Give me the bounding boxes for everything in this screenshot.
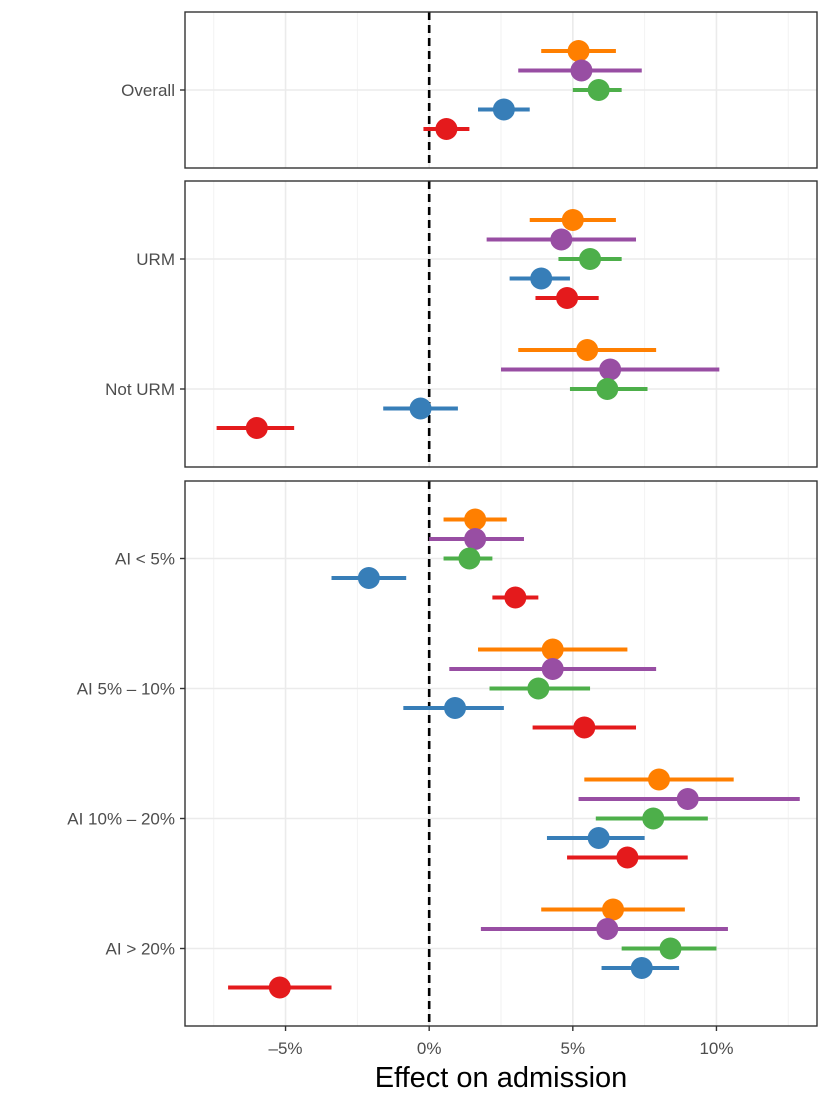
- point-estimate: [245, 417, 268, 439]
- panel-border: [184, 180, 818, 468]
- point-estimate: [579, 248, 602, 270]
- point-estimate: [659, 937, 682, 960]
- point-estimate: [567, 40, 590, 62]
- group-overall: Overall: [121, 40, 642, 140]
- x-axis: –5% 0% 5% 10%: [269, 1026, 733, 1058]
- point-estimate: [458, 547, 481, 570]
- y-tick-label: Not URM: [105, 380, 175, 399]
- point-estimate: [541, 658, 564, 680]
- point-estimate: [587, 827, 610, 849]
- x-tick-label: 0%: [417, 1039, 442, 1058]
- point-estimate: [561, 209, 584, 231]
- point-estimate: [550, 228, 573, 251]
- point-estimate: [530, 267, 553, 290]
- point-estimate: [602, 898, 625, 921]
- point-estimate: [527, 677, 550, 700]
- panel-border: [184, 480, 818, 1027]
- x-tick-label: 10%: [699, 1039, 733, 1058]
- point-estimate: [268, 976, 291, 999]
- y-tick-label: URM: [136, 250, 175, 269]
- point-estimate: [573, 716, 596, 739]
- point-estimate: [357, 567, 380, 589]
- panel-2: URM Not URM: [105, 180, 818, 468]
- y-tick-label: AI > 20%: [106, 940, 175, 959]
- panels: Overall URM Not URM AI < 5% AI 5% – 10% AI 10…: [67, 11, 818, 1027]
- point-estimate: [541, 638, 564, 661]
- group-ai-5-: AI < 5%: [115, 508, 539, 609]
- point-estimate: [648, 768, 670, 791]
- point-estimate: [492, 98, 515, 121]
- point-estimate: [409, 397, 432, 420]
- point-estimate: [556, 287, 579, 309]
- point-estimate: [444, 697, 467, 719]
- point-estimate: [676, 788, 699, 810]
- y-tick-label: AI 5% – 10%: [77, 680, 175, 699]
- group-ai-20-: AI > 20%: [106, 898, 728, 999]
- x-tick-label: –5%: [269, 1039, 303, 1058]
- point-estimate: [435, 118, 458, 140]
- point-estimate: [642, 807, 665, 830]
- point-estimate: [616, 846, 639, 869]
- panel-1: Overall: [121, 11, 818, 169]
- panel-border: [184, 11, 818, 169]
- point-estimate: [599, 358, 622, 381]
- point-estimate: [587, 79, 610, 101]
- group-urm: URM: [136, 209, 637, 309]
- panel-3: AI < 5% AI 5% – 10% AI 10% – 20% AI > 20%: [67, 480, 818, 1027]
- point-estimate: [570, 59, 593, 82]
- point-estimate: [464, 508, 487, 531]
- x-axis-title: Effect on admission: [375, 1062, 628, 1094]
- y-tick-label: AI < 5%: [115, 550, 175, 569]
- point-estimate: [504, 586, 527, 609]
- group-ai-5-10-: AI 5% – 10%: [77, 638, 657, 739]
- y-tick-label: AI 10% – 20%: [67, 810, 175, 829]
- point-estimate: [630, 957, 653, 979]
- point-estimate: [596, 378, 619, 400]
- x-tick-label: 5%: [561, 1039, 586, 1058]
- group-not-urm: Not URM: [105, 339, 720, 439]
- y-tick-label: Overall: [121, 81, 175, 100]
- group-ai-10-20-: AI 10% – 20%: [67, 768, 800, 869]
- point-estimate: [596, 918, 619, 940]
- point-estimate: [464, 528, 487, 550]
- point-estimate: [576, 339, 599, 361]
